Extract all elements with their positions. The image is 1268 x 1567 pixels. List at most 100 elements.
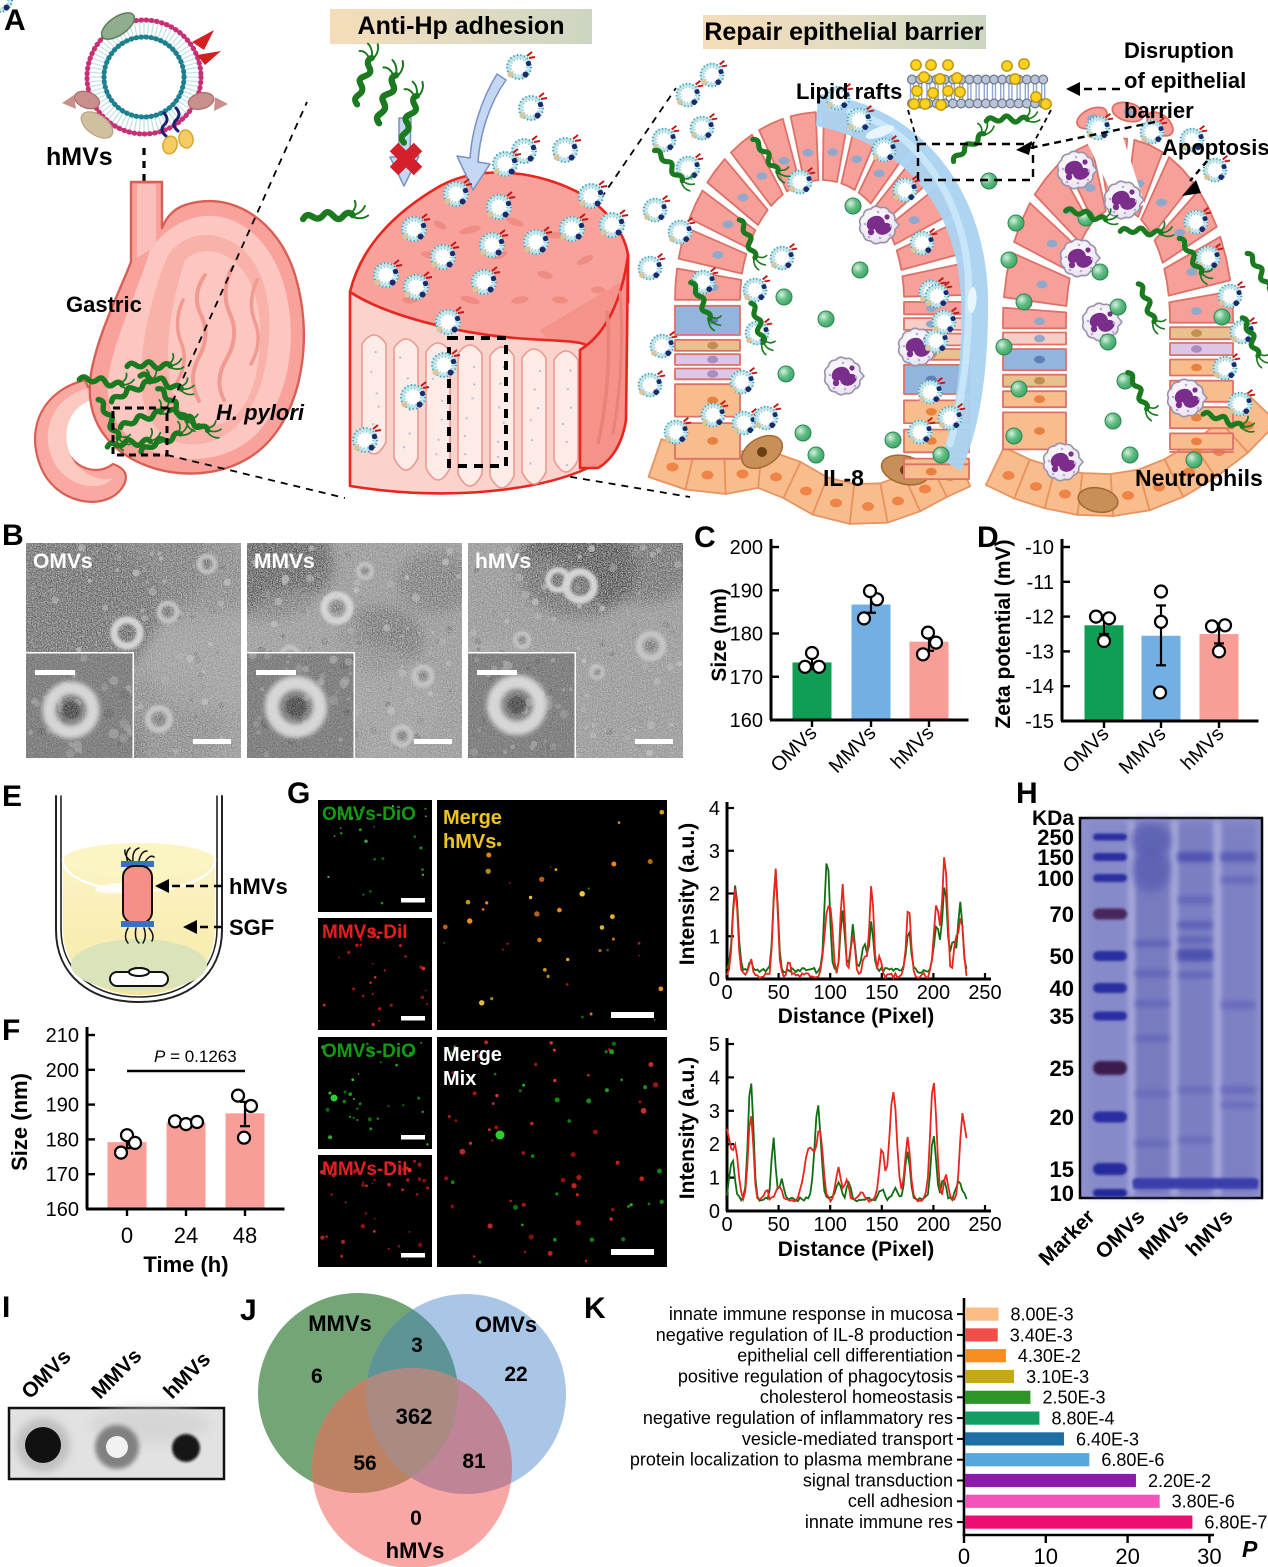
svg-text:50: 50 (1050, 944, 1074, 969)
svg-text:3.40E-3: 3.40E-3 (1010, 1325, 1073, 1345)
svg-text:160: 160 (730, 710, 763, 732)
svg-text:IL-8: IL-8 (823, 465, 864, 491)
svg-text:0: 0 (709, 969, 720, 991)
svg-text:24: 24 (174, 1223, 198, 1248)
svg-text:81: 81 (462, 1450, 486, 1473)
svg-text:10: 10 (1050, 1181, 1074, 1206)
svg-text:2.20E-2: 2.20E-2 (1148, 1471, 1211, 1491)
svg-text:OMVs: OMVs (475, 1312, 537, 1337)
svg-text:Mix: Mix (443, 1068, 476, 1090)
svg-text:-12: -12 (1025, 607, 1054, 629)
svg-text:hMVs: hMVs (443, 831, 496, 853)
svg-text:P = 0.1263: P = 0.1263 (154, 1047, 237, 1066)
svg-text:cell adhesion: cell adhesion (848, 1491, 953, 1511)
svg-text:barrier: barrier (1124, 98, 1194, 123)
svg-text:4: 4 (709, 1067, 720, 1089)
svg-text:20: 20 (1050, 1105, 1074, 1130)
svg-text:MMVs: MMVs (254, 550, 315, 573)
svg-text:50: 50 (767, 982, 789, 1004)
svg-text:innate immune response in muco: innate immune response in mucosa (669, 1304, 954, 1324)
svg-text:4.30E-2: 4.30E-2 (1018, 1346, 1081, 1366)
svg-text:hMVs: hMVs (475, 550, 531, 573)
svg-text:Zeta potential (mV): Zeta potential (mV) (992, 539, 1015, 728)
svg-text:-14: -14 (1025, 676, 1054, 698)
svg-text:3: 3 (709, 1101, 720, 1123)
svg-text:3.10E-3: 3.10E-3 (1026, 1367, 1089, 1387)
svg-text:6.40E-3: 6.40E-3 (1076, 1429, 1139, 1449)
svg-text:210: 210 (46, 1025, 79, 1047)
svg-text:A: A (4, 4, 26, 37)
svg-text:35: 35 (1050, 1004, 1074, 1029)
svg-text:170: 170 (730, 667, 763, 689)
svg-text:0: 0 (721, 1214, 732, 1236)
svg-text:0: 0 (709, 1201, 720, 1223)
svg-text:-11: -11 (1027, 572, 1054, 594)
svg-text:negative regulation of IL-8 pr: negative regulation of IL-8 production (656, 1325, 953, 1345)
svg-text:15: 15 (1050, 1157, 1074, 1182)
svg-text:KDa: KDa (1032, 807, 1074, 830)
svg-text:Intensity (a.u.): Intensity (a.u.) (676, 823, 699, 965)
svg-text:170: 170 (46, 1164, 79, 1186)
svg-text:cholesterol homeostasis: cholesterol homeostasis (760, 1387, 953, 1407)
svg-text:48: 48 (233, 1223, 257, 1248)
svg-text:C: C (694, 521, 716, 554)
svg-text:P: P (1242, 1536, 1258, 1562)
svg-text:2: 2 (709, 884, 720, 906)
svg-text:Distance (Pixel): Distance (Pixel) (778, 1238, 934, 1261)
svg-text:70: 70 (1050, 902, 1074, 927)
svg-text:25: 25 (1050, 1056, 1074, 1081)
svg-text:180: 180 (730, 624, 763, 646)
svg-text:Repair epithelial barrier: Repair epithelial barrier (704, 18, 984, 46)
svg-text:2.50E-3: 2.50E-3 (1042, 1388, 1105, 1408)
svg-text:190: 190 (46, 1095, 79, 1117)
svg-text:0: 0 (721, 982, 732, 1004)
svg-text:56: 56 (353, 1452, 376, 1475)
svg-text:Apoptosis: Apoptosis (1162, 135, 1268, 160)
svg-text:-15: -15 (1025, 711, 1054, 733)
svg-text:200: 200 (730, 537, 763, 559)
svg-text:Neutrophils: Neutrophils (1135, 465, 1263, 491)
svg-text:Merge: Merge (443, 807, 502, 829)
svg-text:of epithelial: of epithelial (1124, 68, 1246, 93)
svg-text:1: 1 (709, 1168, 720, 1190)
svg-text:epithelial cell differentiatio: epithelial cell differentiation (737, 1346, 953, 1366)
svg-text:200: 200 (917, 982, 950, 1004)
svg-text:100: 100 (814, 982, 847, 1004)
svg-text:200: 200 (46, 1060, 79, 1082)
svg-text:10: 10 (1034, 1544, 1058, 1567)
svg-text:4: 4 (709, 798, 720, 820)
svg-text:H: H (1016, 777, 1038, 810)
svg-text:190: 190 (730, 580, 763, 602)
svg-text:250: 250 (968, 1214, 1001, 1236)
svg-text:250: 250 (968, 982, 1001, 1004)
svg-text:OMVs-DiO: OMVs-DiO (322, 804, 416, 825)
svg-text:3: 3 (411, 1334, 423, 1357)
svg-text:MMVs: MMVs (308, 1311, 372, 1336)
svg-text:-13: -13 (1025, 641, 1054, 663)
svg-text:8.00E-3: 8.00E-3 (1011, 1305, 1074, 1325)
svg-text:hMVs: hMVs (386, 1538, 445, 1563)
svg-text:250: 250 (1037, 825, 1074, 850)
svg-text:G: G (287, 777, 310, 810)
svg-text:150: 150 (865, 1214, 898, 1236)
svg-text:Size (nm): Size (nm) (7, 1073, 32, 1171)
svg-text:Anti-Hp adhesion: Anti-Hp adhesion (358, 12, 565, 40)
svg-text:362: 362 (396, 1404, 433, 1429)
svg-text:5: 5 (709, 1034, 720, 1056)
svg-text:100: 100 (1037, 866, 1074, 891)
svg-text:6: 6 (311, 1365, 323, 1388)
svg-text:0: 0 (410, 1507, 422, 1530)
svg-text:Merge: Merge (443, 1044, 502, 1066)
svg-text:3: 3 (709, 841, 720, 863)
svg-text:6.80E-6: 6.80E-6 (1101, 1450, 1164, 1470)
svg-text:MMVs-DiI: MMVs-DiI (322, 922, 408, 943)
svg-text:2: 2 (709, 1134, 720, 1156)
svg-text:innate immune res: innate immune res (805, 1512, 953, 1532)
svg-text:OMVs: OMVs (33, 550, 93, 573)
svg-text:protein localization to plasma: protein localization to plasma membrane (630, 1450, 953, 1470)
svg-text:hMVs: hMVs (229, 874, 288, 899)
svg-text:50: 50 (767, 1214, 789, 1236)
svg-text:40: 40 (1050, 976, 1074, 1001)
svg-text:Gastric: Gastric (66, 292, 142, 317)
svg-text:22: 22 (504, 1363, 527, 1386)
